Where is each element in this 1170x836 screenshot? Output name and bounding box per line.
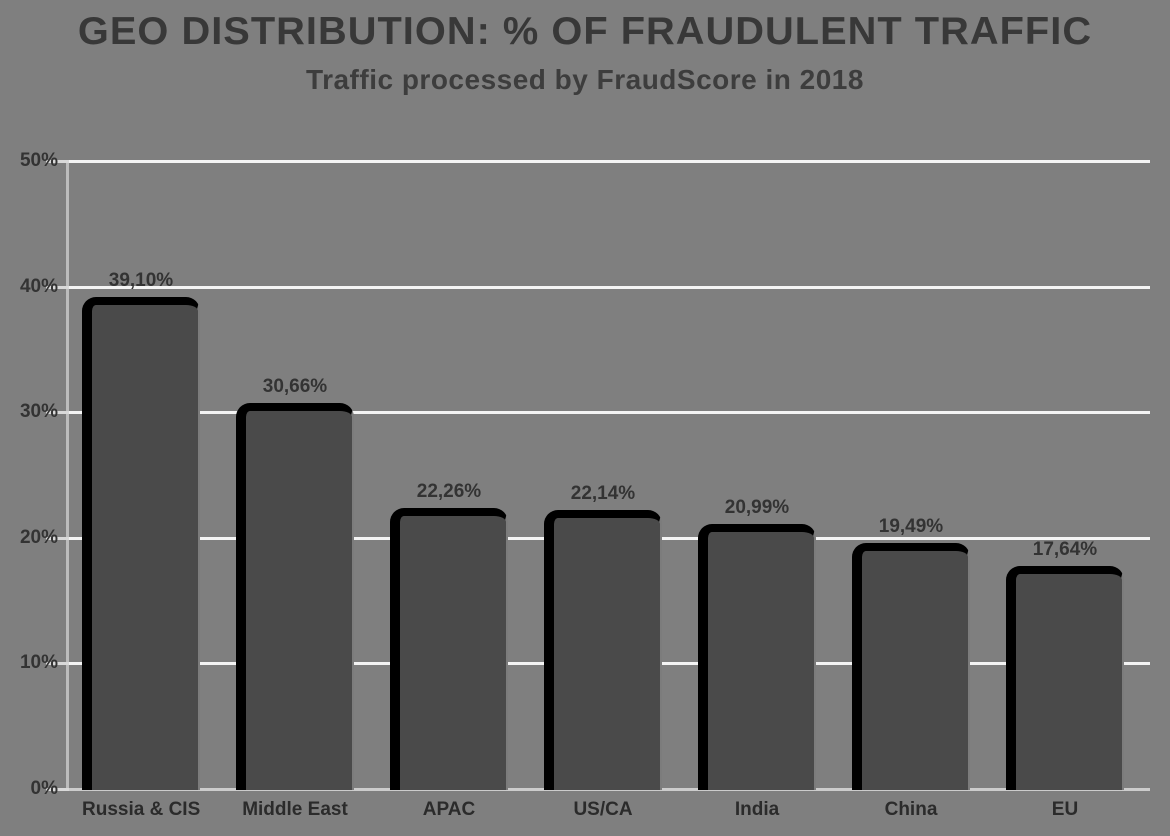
bar-series: 39,10% 30,66% 22,26% 22,14% 20,99% 19,49% 17,6… [69, 160, 1150, 790]
x-axis-label-4: India [734, 799, 780, 820]
x-axis-label-3: US/CA [573, 799, 633, 820]
bar-slot-4: 20,99% [698, 497, 816, 790]
bar-value-label-4: 20,99% [724, 497, 790, 519]
bar-slot-0: 39,10% [82, 270, 200, 790]
y-tick-mark-0 [46, 788, 69, 791]
gridline-50 [69, 160, 1150, 163]
y-tick-mark-10 [46, 662, 69, 666]
bar-Middle East [236, 402, 354, 790]
bar-India [698, 524, 816, 790]
gridline-30 [69, 411, 1150, 415]
y-tick-label-20: 20% [19, 526, 58, 548]
chart-header: GEO DISTRIBUTION: % OF FRAUDULENT TRAFFI… [0, 8, 1170, 96]
y-tick-label-50: 50% [19, 150, 58, 171]
x-axis-label-6: EU [1051, 799, 1079, 820]
bar-China [852, 543, 970, 790]
bar-value-label-1: 30,66% [262, 375, 328, 397]
x-axis-label-2: APAC [422, 799, 476, 820]
y-tick-mark-30 [46, 411, 69, 415]
y-tick-mark-20 [46, 536, 69, 540]
x-axis-label-0: Russia & CIS [82, 799, 201, 820]
bar-US/CA [544, 509, 662, 790]
bar-APAC [390, 508, 508, 790]
plot-area: 39,10% 30,66% 22,26% 22,14% 20,99% 19,49% 17,6… [69, 160, 1150, 791]
bar-slot-6: 17,64% [1006, 539, 1124, 790]
bar-value-label-6: 17,64% [1032, 539, 1098, 561]
y-tick-label-10: 10% [19, 652, 58, 674]
y-tick-label-40: 40% [19, 275, 58, 297]
y-tick-mark-50 [46, 160, 69, 163]
bar-slot-2: 22,26% [390, 481, 508, 790]
chart-title: GEO DISTRIBUTION: % OF FRAUDULENT TRAFFI… [77, 10, 1093, 53]
y-tick-label-30: 30% [19, 401, 58, 423]
bar-value-label-0: 39,10% [108, 269, 174, 291]
y-tick-label-0: 0% [30, 778, 58, 799]
bar-value-label-2: 22,26% [416, 481, 482, 503]
y-axis-line [66, 160, 69, 791]
bar-value-label-3: 22,14% [570, 482, 636, 504]
bar-slot-5: 19,49% [852, 516, 970, 790]
chart-subtitle: Traffic processed by FraudScore in 2018 [306, 64, 864, 95]
x-axis-label-5: China [884, 799, 938, 820]
gridline-40 [69, 285, 1150, 289]
x-axis: Russia & CIS Middle East APAC US/CA India Chi… [69, 799, 1150, 821]
x-axis-label-1: Middle East [242, 799, 348, 820]
bar-slot-3: 22,14% [544, 483, 662, 790]
bar-Russia & CIS [82, 296, 200, 790]
bar-value-label-5: 19,49% [878, 516, 944, 538]
bar-slot-1: 30,66% [236, 376, 354, 790]
y-tick-mark-40 [46, 285, 69, 289]
bar-EU [1006, 566, 1124, 790]
